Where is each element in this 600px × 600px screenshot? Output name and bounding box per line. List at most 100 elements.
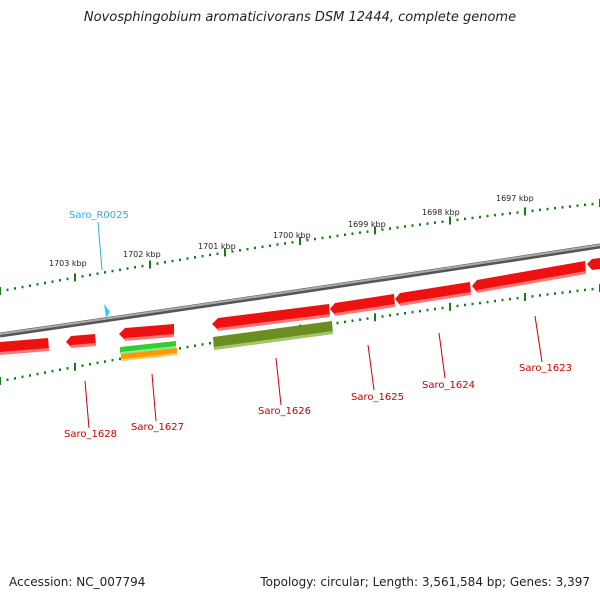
trna-feature[interactable] bbox=[104, 304, 110, 318]
map-title: Novosphingobium aromaticivorans DSM 1244… bbox=[83, 10, 517, 25]
minor-tick bbox=[81, 364, 84, 367]
minor-tick bbox=[291, 241, 294, 244]
gene-saro-1627[interactable] bbox=[119, 324, 174, 341]
minor-tick bbox=[419, 309, 421, 313]
minor-tick bbox=[591, 202, 594, 206]
gene-label-saro-1626: Saro_1626 bbox=[258, 406, 311, 417]
minor-tick bbox=[36, 372, 39, 376]
minor-tick bbox=[66, 367, 69, 370]
minor-tick bbox=[336, 321, 339, 325]
minor-tick bbox=[404, 225, 406, 228]
minor-tick bbox=[66, 277, 69, 281]
minor-tick bbox=[194, 344, 196, 347]
minor-tick bbox=[51, 280, 54, 283]
minor-tick bbox=[411, 224, 414, 227]
major-tick bbox=[0, 377, 1, 385]
minor-tick bbox=[359, 318, 361, 321]
minor-tick bbox=[201, 343, 204, 346]
minor-tick bbox=[119, 357, 121, 361]
minor-tick bbox=[441, 220, 444, 223]
minor-tick bbox=[396, 313, 399, 316]
minor-tick bbox=[336, 234, 339, 238]
minor-tick bbox=[21, 285, 24, 289]
scale-label-1701: 1701 kbp bbox=[198, 242, 236, 251]
minor-tick bbox=[561, 206, 564, 209]
minor-tick bbox=[479, 301, 481, 305]
minor-tick bbox=[36, 283, 39, 286]
minor-tick bbox=[471, 302, 474, 306]
minor-tick bbox=[456, 304, 459, 308]
scale-label-1700: 1700 kbp bbox=[273, 231, 311, 240]
minor-tick bbox=[456, 218, 459, 222]
minor-tick bbox=[306, 238, 309, 242]
major-tick bbox=[374, 226, 376, 235]
minor-tick bbox=[561, 291, 564, 294]
minor-tick bbox=[344, 233, 346, 236]
minor-tick bbox=[194, 256, 196, 259]
gene-saro-1627-domains[interactable] bbox=[120, 341, 177, 361]
minor-tick bbox=[441, 306, 444, 310]
major-tick bbox=[0, 287, 1, 295]
minor-tick bbox=[21, 375, 24, 379]
gene-label-saro-1624: Saro_1624 bbox=[422, 380, 475, 391]
minor-tick bbox=[164, 261, 166, 264]
minor-tick bbox=[44, 371, 46, 374]
minor-tick bbox=[261, 245, 264, 249]
minor-tick bbox=[494, 299, 496, 303]
minor-tick bbox=[111, 269, 114, 273]
minor-tick bbox=[464, 217, 466, 221]
genome-summary-text: Topology: circular; Length: 3,561,584 bp… bbox=[260, 575, 590, 589]
minor-tick bbox=[59, 368, 61, 371]
minor-tick bbox=[104, 360, 106, 363]
major-tick bbox=[524, 207, 526, 216]
gene-saro-1626-domain[interactable] bbox=[213, 321, 333, 350]
minor-tick bbox=[426, 308, 429, 312]
major-tick bbox=[449, 216, 451, 225]
minor-tick bbox=[471, 216, 474, 220]
gene-saro-1628[interactable] bbox=[66, 334, 96, 348]
minor-tick bbox=[156, 262, 159, 265]
gene-label-saro-1623: Saro_1623 bbox=[519, 363, 572, 374]
minor-tick bbox=[239, 249, 241, 252]
minor-tick bbox=[329, 235, 331, 239]
minor-tick bbox=[381, 315, 384, 318]
minor-tick bbox=[359, 231, 361, 234]
outer-scale-track bbox=[0, 199, 600, 295]
gene-saro-1622[interactable] bbox=[587, 258, 600, 270]
major-tick bbox=[524, 293, 526, 301]
minor-tick bbox=[531, 295, 534, 298]
scale-label-1703: 1703 kbp bbox=[49, 259, 87, 268]
minor-tick bbox=[44, 281, 46, 285]
minor-tick bbox=[404, 312, 406, 315]
minor-tick bbox=[344, 320, 346, 324]
gene-saro-1626[interactable] bbox=[212, 304, 330, 331]
gene-saro-1625[interactable] bbox=[330, 294, 395, 316]
minor-tick bbox=[179, 258, 181, 262]
minor-tick bbox=[396, 226, 399, 229]
minor-tick bbox=[389, 227, 391, 230]
minor-tick bbox=[419, 223, 421, 226]
accession-text: Accession: NC_007794 bbox=[9, 575, 146, 589]
major-tick bbox=[299, 237, 301, 245]
minor-tick bbox=[201, 254, 204, 258]
minor-tick bbox=[119, 268, 121, 272]
minor-tick bbox=[321, 236, 324, 240]
minor-tick bbox=[366, 230, 369, 233]
minor-tick bbox=[186, 345, 189, 349]
minor-tick bbox=[14, 377, 16, 380]
gene-saro-1624[interactable] bbox=[395, 282, 471, 306]
scale-label-1698: 1698 kbp bbox=[422, 208, 460, 217]
minor-tick bbox=[141, 264, 144, 268]
minor-tick bbox=[246, 247, 249, 251]
minor-tick bbox=[509, 297, 511, 301]
major-tick bbox=[449, 302, 451, 311]
minor-tick bbox=[554, 292, 556, 295]
minor-tick bbox=[366, 317, 369, 320]
minor-tick bbox=[209, 253, 211, 257]
gene-saro-1623[interactable] bbox=[472, 261, 586, 293]
minor-tick bbox=[554, 206, 556, 210]
major-tick bbox=[74, 362, 76, 371]
gene-saro-1629[interactable] bbox=[0, 338, 49, 355]
minor-tick bbox=[14, 287, 16, 290]
minor-tick bbox=[516, 211, 519, 214]
